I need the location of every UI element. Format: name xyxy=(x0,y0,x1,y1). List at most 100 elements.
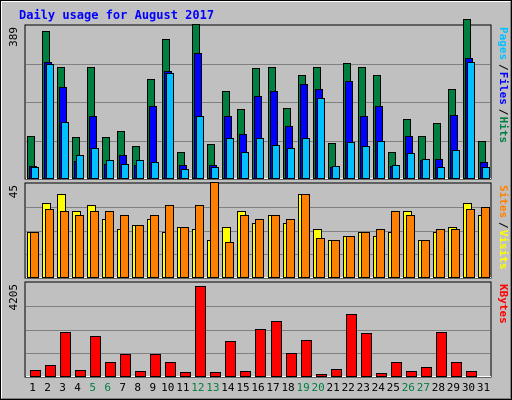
bar-kbytes-day-1 xyxy=(30,370,41,377)
bar-kbytes-day-3 xyxy=(60,332,71,377)
x-tick-label-day-27: 27 xyxy=(417,381,430,394)
bar-kbytes-day-26 xyxy=(406,371,417,377)
bar-sites-day-7 xyxy=(120,215,129,278)
bar-pages-day-19 xyxy=(302,138,310,179)
bar-sites-day-14 xyxy=(225,242,234,278)
x-tick-label-day-26: 26 xyxy=(402,381,415,394)
bar-sites-day-18 xyxy=(286,219,295,278)
legend-kbytes: KBytes xyxy=(497,284,510,324)
legend-visits: Visits xyxy=(497,230,510,270)
x-tick-label-day-10: 10 xyxy=(161,381,174,394)
bar-sites-day-9 xyxy=(150,215,159,278)
x-tick-label-day-13: 13 xyxy=(206,381,219,394)
x-tick-label-day-31: 31 xyxy=(477,381,490,394)
legend-sites: Sites xyxy=(497,185,510,218)
bar-pages-day-15 xyxy=(241,152,249,179)
bar-kbytes-day-18 xyxy=(286,353,297,377)
bar-kbytes-day-11 xyxy=(180,372,191,377)
bar-pages-day-20 xyxy=(317,98,325,179)
x-tick-label-day-15: 15 xyxy=(236,381,249,394)
x-tick-label-day-25: 25 xyxy=(387,381,400,394)
bar-sites-day-15 xyxy=(240,215,249,278)
legend-hits: Hits xyxy=(497,117,510,144)
bar-kbytes-day-10 xyxy=(165,362,176,377)
x-tick-label-day-7: 7 xyxy=(119,381,126,394)
bar-sites-day-24 xyxy=(376,229,385,278)
x-tick-label-day-4: 4 xyxy=(74,381,81,394)
legend-separator: / xyxy=(497,109,510,116)
x-tick-label-day-16: 16 xyxy=(251,381,264,394)
x-tick-label-day-14: 14 xyxy=(221,381,235,394)
bar-kbytes-day-25 xyxy=(391,362,402,377)
bar-pages-day-17 xyxy=(272,145,280,179)
bar-pages-day-8 xyxy=(136,160,144,179)
bar-sites-day-25 xyxy=(391,211,400,278)
x-tick-label-day-19: 19 xyxy=(296,381,309,394)
bar-sites-day-21 xyxy=(331,240,340,278)
bar-sites-day-28 xyxy=(436,229,445,278)
bar-kbytes-day-16 xyxy=(255,329,266,377)
bar-kbytes-day-29 xyxy=(451,362,462,377)
x-tick-label-day-18: 18 xyxy=(281,381,294,394)
x-tick-label-day-22: 22 xyxy=(342,381,355,394)
x-tick-label-day-30: 30 xyxy=(462,381,475,394)
x-tick-label-day-3: 3 xyxy=(59,381,66,394)
bar-pages-day-30 xyxy=(467,62,475,179)
bar-sites-day-17 xyxy=(271,215,280,278)
bar-sites-day-11 xyxy=(180,227,189,278)
scale-label-visits-sites: 45 xyxy=(7,185,20,198)
bar-pages-day-23 xyxy=(362,146,370,179)
bar-pages-day-14 xyxy=(226,138,234,179)
bar-kbytes-day-28 xyxy=(436,332,447,377)
bar-kbytes-day-22 xyxy=(346,314,357,377)
bar-kbytes-day-21 xyxy=(331,369,342,377)
bar-pages-day-29 xyxy=(452,150,460,179)
bar-kbytes-day-20 xyxy=(316,374,327,377)
bar-sites-day-6 xyxy=(105,211,114,278)
bar-sites-day-5 xyxy=(90,211,99,278)
legend-files: Files xyxy=(497,72,510,105)
bar-pages-day-3 xyxy=(61,122,69,179)
bar-sites-day-16 xyxy=(255,219,264,278)
bar-kbytes-day-14 xyxy=(225,341,236,377)
bar-pages-day-26 xyxy=(407,153,415,179)
bar-sites-day-26 xyxy=(406,215,415,278)
bar-sites-day-23 xyxy=(361,232,370,278)
bar-kbytes-day-17 xyxy=(271,321,282,377)
bar-pages-day-28 xyxy=(437,167,445,179)
x-tick-label-day-9: 9 xyxy=(149,381,156,394)
x-tick-label-day-8: 8 xyxy=(134,381,141,394)
x-tick-label-day-6: 6 xyxy=(104,381,111,394)
bar-sites-day-4 xyxy=(75,215,84,278)
bar-pages-day-21 xyxy=(332,166,340,179)
legend-separator: / xyxy=(497,64,510,71)
bar-sites-day-30 xyxy=(466,209,475,278)
bar-kbytes-day-5 xyxy=(90,336,101,377)
bar-sites-day-19 xyxy=(301,194,310,278)
bar-pages-day-12 xyxy=(196,116,204,179)
bar-sites-day-2 xyxy=(45,209,54,278)
x-tick-label-day-5: 5 xyxy=(89,381,96,394)
x-tick-label-day-21: 21 xyxy=(327,381,340,394)
scale-label-kbytes: 4205 xyxy=(7,284,20,311)
bar-kbytes-day-19 xyxy=(301,340,312,377)
x-tick-label-day-11: 11 xyxy=(176,381,189,394)
bar-kbytes-day-12 xyxy=(195,286,206,377)
scale-label-hits-files-pages: 389 xyxy=(7,27,20,47)
bar-pages-day-5 xyxy=(91,148,99,179)
bar-pages-day-4 xyxy=(76,155,84,179)
bar-pages-day-25 xyxy=(392,165,400,179)
bar-kbytes-day-6 xyxy=(105,362,116,377)
bar-kbytes-day-30 xyxy=(466,371,477,377)
bar-pages-day-13 xyxy=(211,167,219,179)
bar-pages-day-31 xyxy=(482,167,490,179)
bar-kbytes-day-9 xyxy=(150,354,161,377)
bar-sites-day-31 xyxy=(481,207,490,278)
bar-sites-day-8 xyxy=(135,225,144,278)
legend-separator: / xyxy=(497,222,510,229)
bar-pages-day-27 xyxy=(422,159,430,179)
bar-pages-day-7 xyxy=(121,164,129,179)
bar-kbytes-day-24 xyxy=(376,373,387,377)
